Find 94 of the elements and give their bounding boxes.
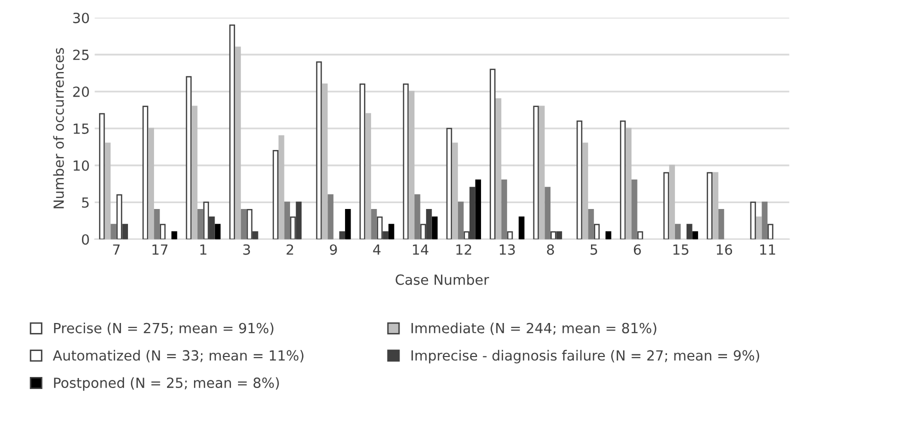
bar [686,224,692,240]
bar [756,216,762,240]
bar [496,98,502,240]
bar [490,68,496,240]
y-tick-label: 15 [74,124,89,134]
x-tick-label: 1 [200,244,206,255]
bar [475,180,482,240]
bar [706,172,713,240]
bar [620,120,626,240]
bar [588,209,594,240]
bar [408,90,414,240]
x-tick-label: 5 [590,244,598,255]
bar [432,216,438,240]
bar [365,113,372,240]
bar [171,231,178,240]
y-axis-title: Number of occurrences [53,48,64,208]
y-tick-label: 10 [74,160,89,171]
legend-label: Automatized (N = 33; mean = 11%) [52,350,304,362]
x-tick-label: 3 [243,244,250,255]
bar [507,231,513,240]
bar [360,84,366,240]
bar [229,24,236,240]
bar [712,172,718,240]
bar [371,209,377,240]
x-axis-title: Case Number [396,274,490,285]
bar [446,128,452,240]
y-tick-label: 20 [73,86,89,98]
bar [544,186,550,240]
bar [414,194,420,240]
bar [339,231,346,240]
bar [458,202,464,240]
bar [104,142,111,240]
bar [637,231,644,240]
bar [278,135,284,240]
y-tick-label: 25 [73,50,89,60]
x-tick-label: 13 [500,244,515,255]
bar [594,224,600,240]
bar [240,209,247,240]
legend-label: Postponed (N = 25; mean = 8%) [54,377,279,391]
x-tick-label: 11 [760,244,776,255]
y-tick-label: 0 [82,234,89,245]
bar [606,231,612,240]
bar [154,209,160,240]
legend-label: Immediate (N = 244; mean = 81%) [412,322,656,335]
bar [316,61,322,240]
bar [582,142,588,240]
bar [632,180,638,240]
bar [674,224,681,240]
bar [518,216,524,240]
bar [235,46,241,240]
bar [272,150,278,240]
bar [452,142,458,240]
bar [99,113,105,240]
x-tick-label: 17 [152,244,168,255]
x-tick-label: 7 [113,244,120,255]
x-tick-label: 12 [456,244,472,255]
x-tick-label: 16 [716,244,732,255]
bar [762,202,768,240]
x-tick-label: 4 [373,244,381,255]
legend-label: Precise (N = 275; mean = 91%) [54,322,274,335]
bar [214,224,221,240]
bar [345,209,351,240]
bar [402,84,409,240]
bar [186,76,192,240]
bar [538,106,545,240]
x-tick-label: 8 [547,244,554,255]
bar [192,106,198,240]
bar [669,164,675,240]
x-tick-label: 15 [673,244,688,255]
bar [148,128,154,240]
bar [501,180,508,240]
bar [388,224,394,240]
y-tick-label: 5 [82,197,89,208]
bar [322,84,328,240]
bar [110,224,116,240]
bar [160,224,166,240]
bar [626,128,632,240]
bar [197,209,204,240]
legend-label: Imprecise - diagnosis failure (N = 27; mean = 9%) [412,350,760,364]
bar [692,231,698,240]
x-tick-label: 2 [286,244,294,255]
x-tick-label: 9 [330,244,337,255]
bar [142,106,148,240]
bar [533,106,539,240]
y-tick-label: 30 [73,12,89,24]
x-tick-label: 6 [634,244,641,255]
bar [576,120,582,240]
bar [663,172,670,240]
bar [718,209,724,240]
x-tick-label: 14 [412,244,428,255]
bar [768,224,774,240]
bar [284,202,290,240]
bar [750,202,756,240]
bar [328,194,334,240]
